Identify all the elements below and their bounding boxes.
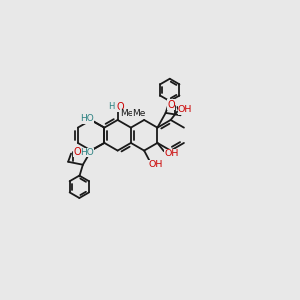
Text: O: O	[117, 102, 124, 112]
Text: H: H	[108, 102, 114, 111]
Text: HO: HO	[80, 114, 94, 123]
Text: O: O	[73, 147, 81, 157]
Text: HO: HO	[80, 148, 94, 157]
Text: OH: OH	[149, 160, 163, 169]
Text: OH: OH	[165, 149, 179, 158]
Text: OH: OH	[178, 106, 192, 115]
Text: O: O	[167, 100, 175, 110]
Text: Me: Me	[132, 109, 146, 118]
Text: Me: Me	[120, 109, 133, 118]
